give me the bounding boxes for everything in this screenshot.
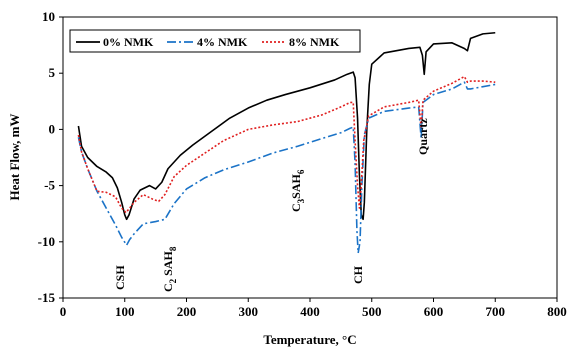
series-line-1: [77, 81, 496, 254]
x-tick-label: 600: [424, 304, 444, 319]
y-tick-label: 10: [42, 9, 55, 24]
annotation-c2sah8-main: C: [161, 283, 175, 292]
legend-box: [69, 29, 361, 53]
y-ticks: -15 -10 -5 0 5 10: [38, 9, 63, 305]
x-tick-label: 100: [115, 304, 135, 319]
plot-frame: [62, 16, 558, 299]
annotation-c3sah6: C3SAH6: [289, 169, 306, 212]
x-ticks: 0 100 200 300 400 500 600 700 800: [60, 298, 567, 319]
x-tick-label: 800: [547, 304, 567, 319]
annotation-c3sah6-main: C: [289, 203, 303, 212]
x-tick-label: 300: [239, 304, 259, 319]
x-tick-label: 400: [300, 304, 320, 319]
series-layer: [77, 31, 496, 254]
y-tick-label: -10: [38, 234, 55, 249]
annotation-c3sah6-sub2: 6: [296, 169, 306, 174]
y-axis-title: Heat Flow, mW: [7, 113, 22, 200]
x-tick-label: 200: [177, 304, 197, 319]
x-axis-title: Temperature, °C: [263, 332, 356, 347]
legend: 0% NMK 4% NMK 8% NMK: [69, 29, 361, 53]
annotation-c2sah8-main2: SAH: [161, 250, 175, 278]
annotation-ch: CH: [351, 265, 365, 284]
series-line-2: [77, 75, 496, 214]
y-tick-label: 5: [49, 65, 56, 80]
legend-label-1: 4% NMK: [197, 35, 248, 49]
y-tick-label: 0: [49, 121, 56, 136]
annotation-quartz: Quartz: [416, 118, 430, 155]
x-tick-label: 500: [362, 304, 382, 319]
legend-label-2: 8% NMK: [289, 35, 340, 49]
annotation-csh: CSH: [113, 265, 127, 290]
x-tick-label: 700: [486, 304, 506, 319]
annotation-c2sah8-sub2: 8: [168, 246, 178, 251]
legend-label-0: 0% NMK: [103, 35, 154, 49]
annotation-c3sah6-sub1: 3: [296, 198, 306, 203]
y-tick-label: -15: [38, 290, 56, 305]
y-tick-label: -5: [44, 178, 55, 193]
annotation-c2sah8: C2 SAH8: [161, 246, 178, 292]
annotation-c2sah8-sub1: 2: [168, 278, 178, 283]
annotation-c3sah6-main2: SAH: [289, 173, 303, 198]
x-tick-label: 0: [60, 304, 67, 319]
series-line-0: [77, 31, 496, 221]
